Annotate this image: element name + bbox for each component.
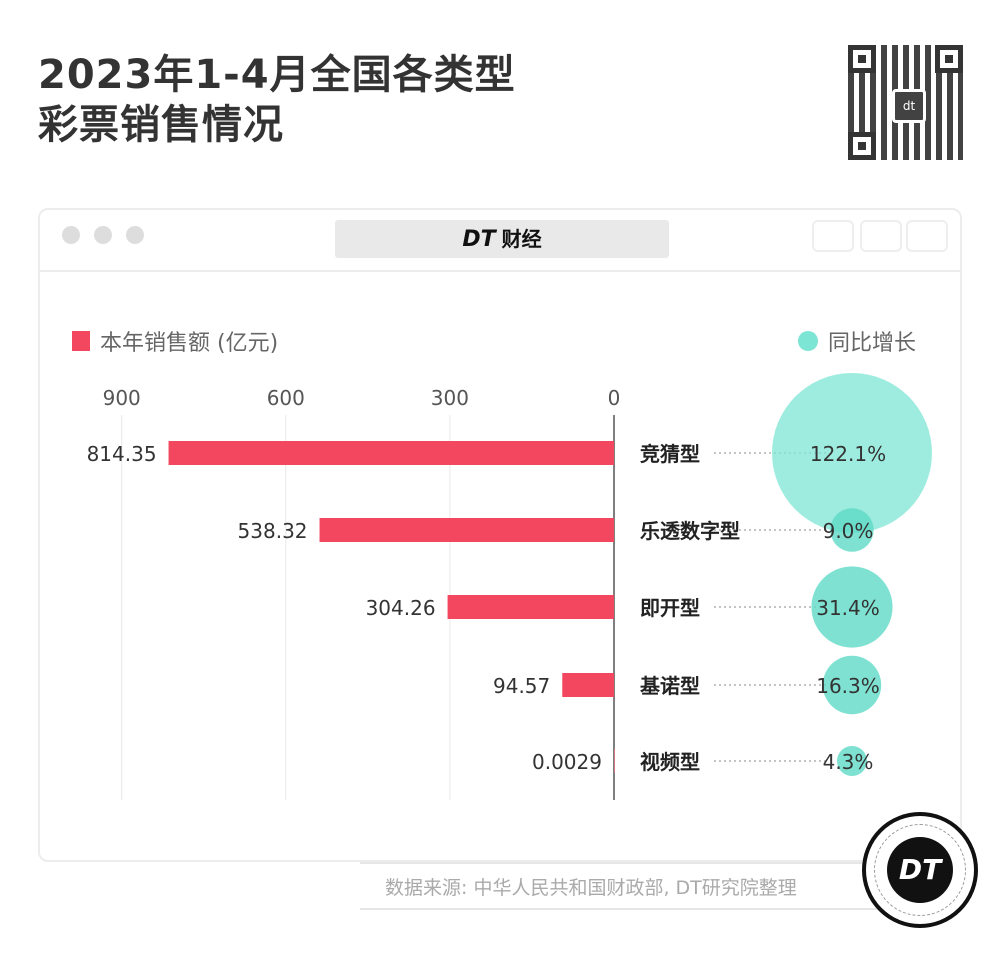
address-bar[interactable]: DT 财经	[335, 220, 669, 258]
growth-label: 122.1%	[810, 442, 886, 466]
growth-label: 9.0%	[823, 519, 874, 543]
title-line-2: 彩票销售情况	[38, 102, 284, 148]
bar-value-label: 814.35	[87, 442, 157, 466]
bar	[613, 749, 615, 773]
category-label: 基诺型	[640, 674, 700, 698]
title-line-1: 2023年1-4月全国各类型	[38, 52, 516, 98]
category-label: 即开型	[640, 596, 700, 620]
bar	[447, 595, 614, 619]
growth-bubble	[771, 372, 933, 534]
close-icon[interactable]	[62, 226, 80, 244]
x-tick-label: 300	[431, 386, 469, 410]
qr-code: dt	[848, 45, 963, 160]
category-label: 乐透数字型	[640, 519, 740, 543]
x-tick-label: 900	[103, 386, 141, 410]
dt-badge: DT	[862, 812, 978, 928]
bar	[168, 441, 615, 465]
growth-bubble	[836, 745, 868, 777]
bar-value-label: 538.32	[238, 519, 308, 543]
category-label: 视频型	[640, 750, 700, 774]
growth-label: 16.3%	[816, 674, 880, 698]
bar	[319, 518, 614, 542]
growth-bubble	[811, 566, 893, 648]
minimize-icon[interactable]	[94, 226, 112, 244]
browser-window: DT 财经	[38, 208, 962, 862]
x-tick-label: 600	[267, 386, 305, 410]
data-source: 数据来源: 中华人民共和国财政部, DT研究院整理	[360, 862, 880, 910]
copy-icon[interactable]	[906, 220, 948, 252]
legend-bar-label: 本年销售额 (亿元)	[100, 331, 278, 356]
maximize-icon[interactable]	[126, 226, 144, 244]
bar	[562, 673, 614, 697]
bar-value-label: 304.26	[366, 596, 436, 620]
page-title: 2023年1-4月全国各类型 彩票销售情况	[38, 50, 516, 150]
growth-label: 31.4%	[816, 596, 880, 620]
growth-bubble	[822, 655, 882, 715]
growth-label: 4.3%	[823, 750, 874, 774]
bar-value-label: 94.57	[493, 674, 550, 698]
address-text: 财经	[501, 227, 542, 251]
category-label: 竞猜型	[640, 442, 700, 466]
record-icon[interactable]	[812, 220, 854, 252]
window-titlebar: DT 财经	[40, 210, 960, 272]
x-tick-label: 0	[608, 386, 621, 410]
share-icon[interactable]	[860, 220, 902, 252]
legend-bubble-swatch	[798, 331, 818, 351]
dt-logo: DT	[462, 227, 496, 252]
bar-value-label: 0.0029	[532, 750, 602, 774]
legend-bar-swatch	[72, 331, 90, 351]
legend-bubble-label: 同比增长	[828, 331, 916, 356]
growth-bubble	[830, 508, 874, 552]
